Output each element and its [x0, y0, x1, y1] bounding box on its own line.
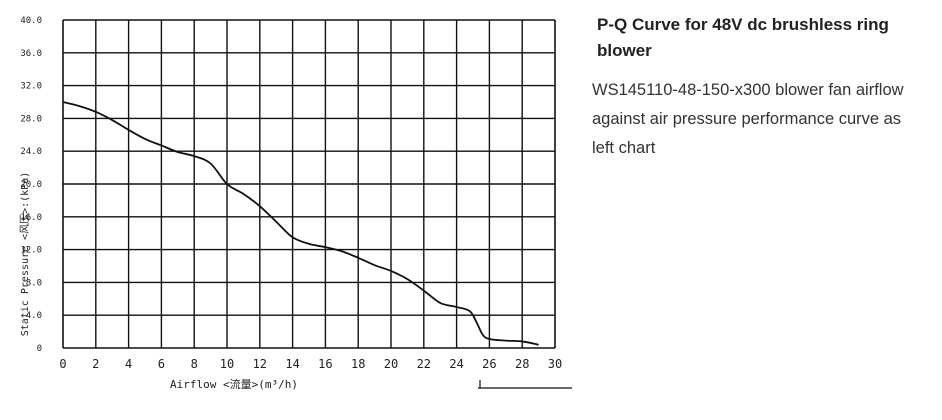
page-title: P-Q Curve for 48V dc brushless ring blow… — [597, 15, 889, 60]
x-tick-labels: 0 2 4 6 8 10 12 14 16 18 20 22 24 26 28 30 — [59, 357, 562, 371]
description-line: against air pressure performance curve a… — [592, 110, 902, 128]
x-tick-label: 24 — [449, 357, 463, 371]
description-line: WS145110-48-150-x300 blower fan airflow — [592, 81, 904, 99]
y-tick-label: 32.0 — [20, 82, 42, 92]
y-axis-label: Static Pressure <风压>:(kPa) — [19, 172, 31, 337]
pq-chart: 04.08.012.016.020.024.028.032.036.040.0 … — [19, 16, 572, 391]
y-tick-label: 4.0 — [26, 311, 42, 321]
pq-curve-line — [62, 101, 539, 346]
y-tick-labels: 0 4.0 8.0 12.0 16.0 20.0 24.0 28.0 32.0 36.0 40.0 — [20, 16, 42, 354]
x-tick-label: 10 — [220, 357, 234, 371]
x-tick-label: 0 — [59, 357, 66, 371]
x-tick-label: 14 — [285, 357, 299, 371]
y-tick-label: 20.0 — [20, 180, 42, 190]
y-axis-label-group: Static Pressure <风压>:(kPa) — [19, 172, 31, 337]
y-tick-label: 8.0 — [26, 278, 42, 288]
y-tick-label: 40.0 — [20, 16, 42, 26]
x-tick-label: 30 — [548, 357, 562, 371]
x-tick-label: 12 — [253, 357, 267, 371]
x-axis-label: Airflow <流量>(m³/h) — [170, 377, 298, 391]
x-tick-label: 4 — [125, 357, 132, 371]
x-tick-label: 16 — [318, 357, 332, 371]
y-tick-label: 16.0 — [20, 213, 42, 223]
y-tick-label: 12.0 — [20, 246, 42, 256]
y-tick-label: 36.0 — [20, 49, 42, 59]
chart-grid — [62, 19, 556, 349]
x-tick-label: 8 — [191, 357, 198, 371]
y-tick-label: 28.0 — [20, 114, 42, 124]
chart-description: WS145110-48-150-x300 blower fan airflow … — [592, 76, 932, 163]
y-tick-label: 24.0 — [20, 147, 42, 157]
x-tick-label: 2 — [92, 357, 99, 371]
x-tick-label: 20 — [384, 357, 398, 371]
x-tick-label: 18 — [351, 357, 365, 371]
description-line: left chart — [592, 139, 656, 157]
x-tick-label: 28 — [515, 357, 529, 371]
x-tick-label: 6 — [158, 357, 165, 371]
y-tick-label: 0 — [37, 344, 42, 354]
x-tick-label: 22 — [417, 357, 431, 371]
x-tick-label: 26 — [482, 357, 496, 371]
